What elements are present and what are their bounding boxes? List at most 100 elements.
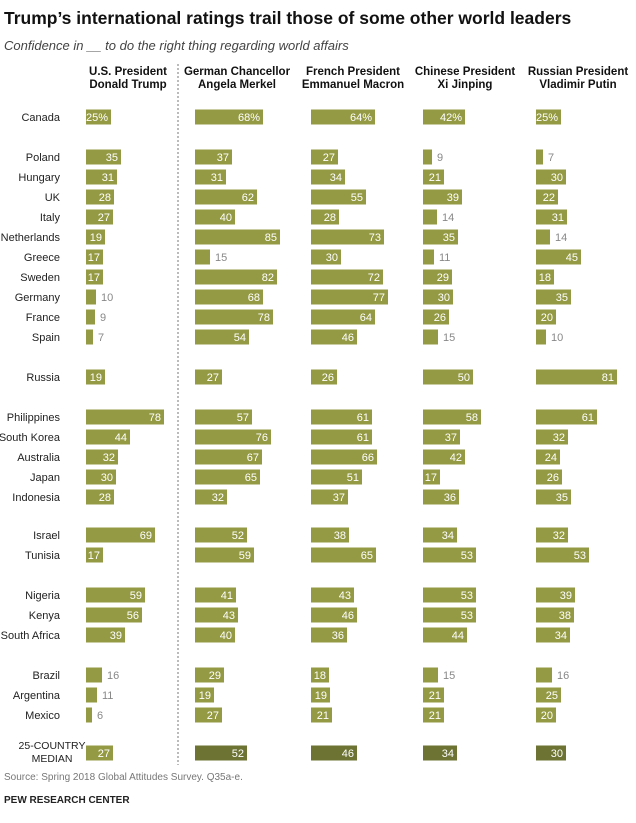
bar: [86, 429, 130, 445]
value-label: 26: [434, 312, 446, 324]
value-label: 36: [332, 630, 344, 642]
bar: [423, 527, 457, 543]
bar: [311, 667, 329, 683]
bar: [536, 469, 562, 485]
value-label: 56: [127, 610, 139, 622]
bar: [311, 289, 388, 305]
row-label: Indonesia: [12, 492, 61, 504]
bar: [311, 687, 330, 703]
column-header-line: Chinese President: [415, 66, 516, 78]
bar: [423, 687, 444, 703]
bar: [423, 309, 449, 325]
value-label: 19: [90, 372, 102, 384]
bar: [86, 229, 105, 245]
bar: [311, 449, 377, 465]
value-label: 34: [442, 530, 454, 542]
value-label: 27: [207, 372, 219, 384]
value-label: 76: [256, 432, 268, 444]
bar: [311, 149, 338, 165]
bar: [536, 429, 568, 445]
value-label: 43: [223, 610, 235, 622]
bar: [311, 369, 337, 385]
bar: [423, 109, 465, 125]
bar: [536, 587, 575, 603]
median-bar: [423, 745, 457, 761]
bar: [536, 249, 581, 265]
value-label: 31: [102, 172, 114, 184]
value-label: 41: [221, 590, 233, 602]
row-label: Philippines: [7, 412, 61, 424]
value-label: 54: [234, 332, 246, 344]
value-label: 36: [444, 492, 456, 504]
value-label: 32: [103, 452, 115, 464]
bar: [86, 289, 96, 305]
row-label: Tunisia: [25, 550, 61, 562]
row-label: South Korea: [0, 432, 61, 444]
bar: [311, 189, 366, 205]
value-label: 28: [324, 212, 336, 224]
value-label: 73: [369, 232, 381, 244]
bar: [86, 449, 118, 465]
row-label: South Africa: [1, 630, 61, 642]
row-label: Argentina: [13, 690, 61, 702]
value-label: 25: [546, 690, 558, 702]
value-label: 10: [551, 332, 563, 344]
value-label: 25%: [86, 112, 108, 124]
value-label: 11: [102, 690, 113, 702]
bar: [423, 369, 473, 385]
value-label: 27: [98, 212, 110, 224]
row-label: Netherlands: [1, 232, 61, 244]
bar: [195, 369, 222, 385]
value-label: 17: [88, 252, 100, 264]
value-label: 62: [242, 192, 254, 204]
bar: [86, 369, 105, 385]
value-label: 68%: [238, 112, 260, 124]
value-label: 14: [442, 212, 454, 224]
value-label: 39: [447, 192, 459, 204]
column-header: Chinese President Xi Jinping: [415, 66, 516, 91]
value-label: 69: [140, 530, 152, 542]
column-header-line: U.S. President: [89, 66, 167, 78]
value-label: 19: [90, 232, 102, 244]
value-label: 7: [548, 152, 554, 164]
value-label: 53: [461, 610, 473, 622]
value-label: 78: [258, 312, 270, 324]
row-label: Poland: [26, 152, 60, 164]
value-label: 35: [556, 492, 568, 504]
bar: [311, 249, 341, 265]
bar: [86, 209, 113, 225]
value-label: 37: [333, 492, 345, 504]
column-header-line: Emmanuel Macron: [302, 79, 404, 91]
bar: [311, 547, 376, 563]
bar: [195, 547, 254, 563]
value-label: 67: [247, 452, 259, 464]
value-label: 35: [443, 232, 455, 244]
bar: [423, 209, 437, 225]
value-label: 42: [450, 452, 462, 464]
median-value-label: 52: [232, 748, 244, 760]
value-label: 28: [99, 192, 111, 204]
value-label: 9: [100, 312, 106, 324]
value-label: 15: [443, 670, 455, 682]
bar: [195, 489, 227, 505]
bar: [86, 547, 103, 563]
bar: [536, 449, 560, 465]
bar: [536, 289, 571, 305]
value-label: 32: [553, 530, 565, 542]
value-label: 19: [315, 690, 327, 702]
value-label: 18: [539, 272, 551, 284]
value-label: 51: [347, 472, 359, 484]
bar: [195, 449, 262, 465]
median-value-label: 27: [98, 748, 110, 760]
bar: [86, 469, 116, 485]
bar: [536, 489, 571, 505]
bar: [536, 687, 561, 703]
value-label: 21: [317, 710, 329, 722]
value-label: 15: [443, 332, 455, 344]
value-label: 37: [217, 152, 229, 164]
column-header-line: Angela Merkel: [198, 79, 276, 91]
value-label: 44: [115, 432, 127, 444]
bar: [195, 109, 263, 125]
value-label: 16: [107, 670, 119, 682]
